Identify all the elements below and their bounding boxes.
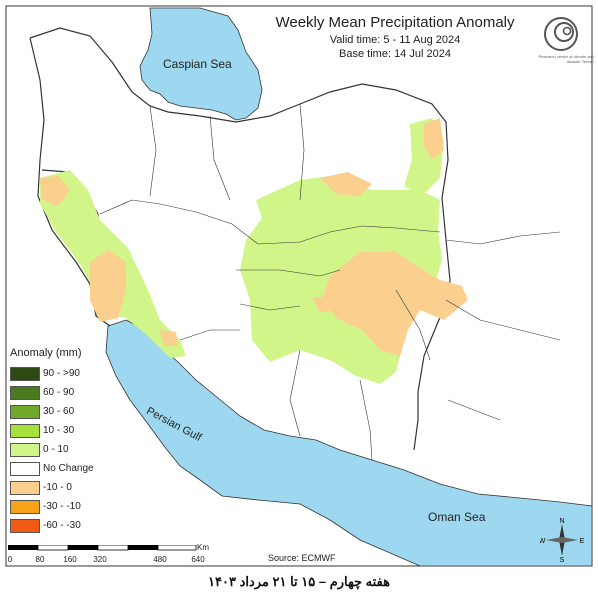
footer-title: هفته چهارم – ۱۵ تا ۲۱ مرداد ۱۴۰۳ <box>208 574 390 589</box>
legend-swatch <box>10 499 40 514</box>
legend-item: -60 - -30 <box>10 516 106 535</box>
valid-time: Valid time: 5 - 11 Aug 2024 <box>329 34 461 46</box>
legend-swatch <box>10 423 40 438</box>
legend-swatch <box>10 461 40 476</box>
compass-rose-icon: N S E W <box>540 518 584 562</box>
scale-bar: Km 0 80 160 320 480 640 <box>8 543 228 569</box>
legend-label: 10 - 30 <box>43 425 75 436</box>
meteorology-organization-logo <box>544 17 578 51</box>
caspian-sea <box>139 7 263 121</box>
logo-caption: Research center of climate and disaster … <box>538 54 594 64</box>
caspian-sea-label: Caspian Sea <box>163 57 232 71</box>
scale-tick-label: 160 <box>63 555 77 564</box>
scale-tick-label: 640 <box>191 555 205 564</box>
persian-gulf <box>105 319 593 567</box>
legend-item: No Change <box>10 459 106 478</box>
legend-item: 0 - 10 <box>10 440 106 459</box>
province-borders <box>99 103 561 461</box>
oman-sea-label: Oman Sea <box>428 510 486 524</box>
compass-s: S <box>560 557 565 562</box>
legend-swatch <box>10 366 40 381</box>
legend-swatch <box>10 518 40 533</box>
scale-tick-label: 0 <box>7 555 13 564</box>
scale-unit: Km <box>197 543 209 552</box>
compass-n: N <box>559 518 564 525</box>
legend-swatch <box>10 385 40 400</box>
legend-label: 0 - 10 <box>43 444 69 455</box>
base-time: Base time: 14 Jul 2024 <box>339 48 451 60</box>
scale-tick-label: 80 <box>35 555 45 564</box>
legend-label: -30 - -10 <box>43 501 81 512</box>
legend-swatch <box>10 404 40 419</box>
compass-e: E <box>580 538 584 545</box>
legend-label: 60 - 90 <box>43 387 75 398</box>
scale-tick-label: 480 <box>153 555 167 564</box>
legend-item: 10 - 30 <box>10 421 106 440</box>
anomaly-neg10-0 <box>40 118 468 356</box>
legend-item: -10 - 0 <box>10 478 106 497</box>
legend-swatch <box>10 480 40 495</box>
legend-label: -60 - -30 <box>43 520 81 531</box>
scale-bar-graphic <box>8 545 197 551</box>
legend-title: Anomaly (mm) <box>10 347 82 359</box>
legend-item: -30 - -10 <box>10 497 106 516</box>
legend-label: No Change <box>43 463 94 474</box>
legend: Anomaly (mm) 90 - >90 60 - 90 30 - 60 10 - … <box>10 347 106 535</box>
data-source: Source: ECMWF <box>268 553 336 563</box>
legend-label: 30 - 60 <box>43 406 75 417</box>
map-title: Weekly Mean Precipitation Anomaly <box>275 14 515 31</box>
scale-tick-label: 320 <box>93 555 107 564</box>
legend-label: -10 - 0 <box>43 482 72 493</box>
legend-item: 30 - 60 <box>10 402 106 421</box>
legend-item: 90 - >90 <box>10 364 106 383</box>
legend-item: 60 - 90 <box>10 383 106 402</box>
legend-label: 90 - >90 <box>43 368 80 379</box>
compass-w: W <box>540 538 546 545</box>
legend-swatch <box>10 442 40 457</box>
